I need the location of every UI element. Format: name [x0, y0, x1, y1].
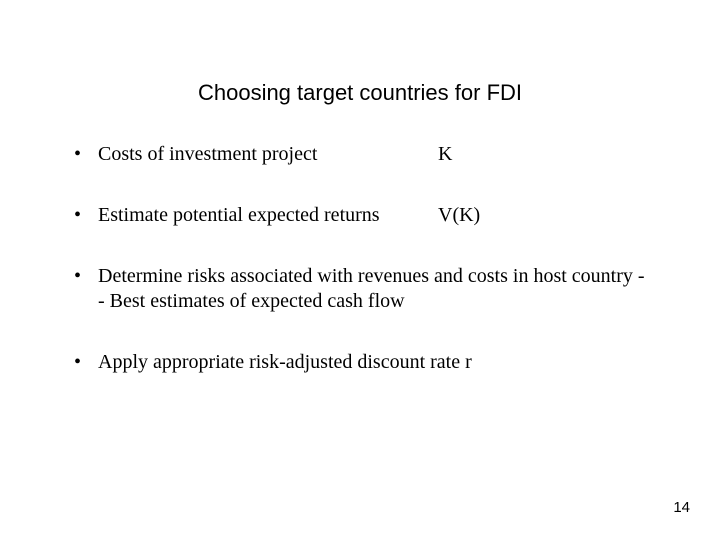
bullet-text-3: Determine risks associated with revenues… — [98, 264, 650, 314]
bullet-marker-icon: • — [74, 203, 81, 228]
bullet-item-3: • Determine risks associated with revenu… — [70, 264, 650, 314]
bullet-marker-icon: • — [74, 350, 81, 375]
bullet-marker-icon: • — [74, 142, 81, 167]
bullet-marker-icon: • — [74, 264, 81, 289]
bullet-item-2: • Estimate potential expected returns V(… — [70, 203, 650, 228]
slide-title: Choosing target countries for FDI — [70, 0, 650, 142]
bullet-symbol-1: K — [438, 142, 452, 167]
page-number: 14 — [673, 499, 690, 516]
bullet-item-4: • Apply appropriate risk-adjusted discou… — [70, 350, 650, 375]
bullet-text-4: Apply appropriate risk-adjusted discount… — [98, 350, 472, 375]
bullet-item-1: • Costs of investment project K — [70, 142, 650, 167]
bullet-list: • Costs of investment project K • Estima… — [70, 142, 650, 375]
slide: Choosing target countries for FDI • Cost… — [0, 0, 720, 540]
bullet-text-2: Estimate potential expected returns — [98, 203, 438, 228]
bullet-text-1: Costs of investment project — [98, 142, 438, 167]
bullet-symbol-2: V(K) — [438, 203, 480, 228]
